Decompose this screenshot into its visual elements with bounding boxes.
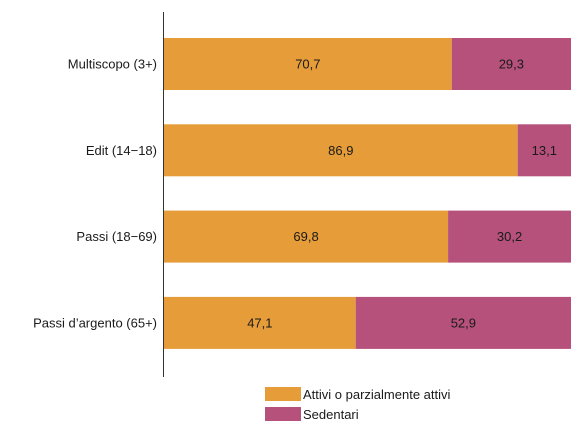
data-label: 70,7 (295, 57, 320, 72)
category-label: Edit (14−18) (86, 143, 157, 158)
bar-segment-attivi (164, 38, 452, 90)
chart-marks: Multiscopo (3+) 70,7 29,3 Edit (14−18) 86,9 1… (33, 38, 571, 349)
data-label: 13,1 (532, 143, 557, 158)
category-label: Passi (18−69) (76, 229, 157, 244)
legend-swatch-attivi (265, 387, 301, 401)
legend-item-attivi: Attivi o parzialmente attivi (265, 385, 450, 403)
legend-label-attivi: Attivi o parzialmente attivi (303, 386, 451, 402)
legend-label-sedentari: Sedentari (303, 406, 359, 422)
data-label: 86,9 (328, 143, 353, 158)
legend: Attivi o parzialmente attivi Sedentari (265, 385, 450, 425)
bar-segment-sedentari (451, 38, 571, 90)
bar-segment-sedentari (448, 210, 571, 263)
data-label: 30,2 (497, 229, 522, 244)
bar-segment-attivi (164, 210, 449, 263)
bar-segment-attivi (164, 296, 356, 349)
legend-swatch-sedentari (265, 407, 301, 421)
legend-item-sedentari: Sedentari (265, 405, 450, 423)
data-label: 47,1 (247, 315, 272, 330)
category-label: Passi d’argento (65+) (33, 315, 157, 330)
category-label: Multiscopo (3+) (68, 57, 157, 72)
bar-segment-sedentari (517, 124, 571, 177)
bar-segment-sedentari (355, 296, 571, 349)
data-label: 69,8 (293, 229, 318, 244)
data-label: 52,9 (451, 315, 476, 330)
bar-segment-attivi (164, 124, 518, 177)
data-label: 29,3 (499, 57, 524, 72)
